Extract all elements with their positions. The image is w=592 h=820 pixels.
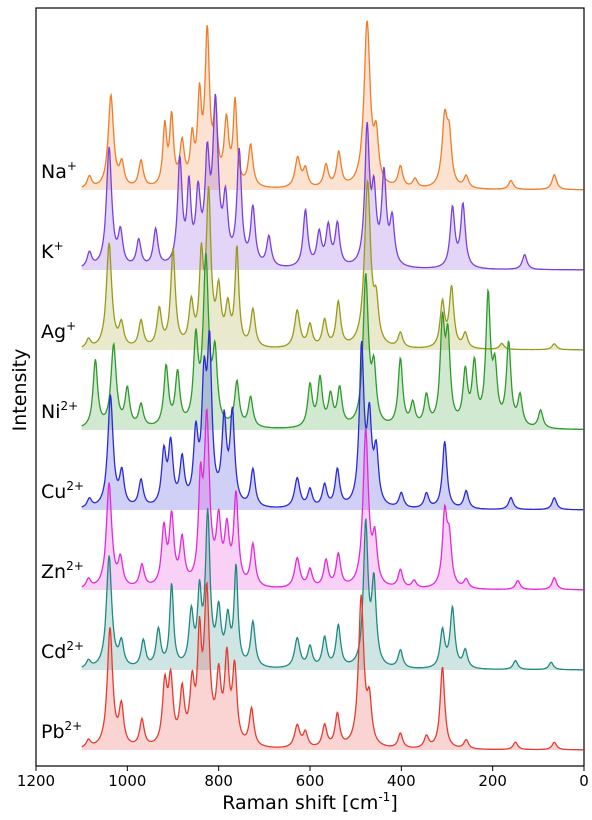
series-line-ni2plus: [81, 252, 584, 430]
x-axis-title-close: ]: [390, 792, 397, 814]
series-label-kplus: K+: [41, 239, 64, 263]
x-tick-label: 800: [204, 772, 233, 790]
x-tick-label: 0: [579, 772, 589, 790]
series-label-cu2plus: Cu2+: [41, 479, 84, 503]
x-tick-label: 600: [296, 772, 325, 790]
series-label-agplus: Ag+: [41, 319, 76, 343]
series-label-ni2plus: Ni2+: [41, 399, 78, 423]
x-axis-title-sup: -1: [378, 790, 390, 804]
x-tick-label: 1000: [108, 772, 146, 790]
series-line-naplus: [81, 20, 584, 191]
series-label-zn2plus: Zn2+: [41, 559, 84, 583]
series-line-cd2plus: [81, 508, 584, 671]
series-label-pb2plus: Pb2+: [41, 719, 82, 743]
series-fill-zn2plus: [81, 409, 584, 590]
x-tick-label: 1200: [17, 772, 55, 790]
series-fill-naplus: [81, 20, 584, 191]
series-lines: [81, 20, 584, 751]
series-line-cu2plus: [81, 329, 584, 511]
series-fill-ni2plus: [81, 252, 584, 430]
series-fill-cu2plus: [81, 330, 584, 510]
series-fill-pb2plus: [81, 583, 584, 750]
series-line-zn2plus: [81, 408, 584, 591]
x-tick-label: 200: [478, 772, 507, 790]
x-axis-title: Raman shift [cm-1]: [222, 790, 397, 814]
series-line-pb2plus: [81, 581, 584, 751]
series-line-agplus: [81, 178, 584, 351]
series-fill-cd2plus: [81, 508, 584, 670]
series-label-cd2plus: Cd2+: [41, 639, 84, 663]
x-tick-label: 400: [387, 772, 416, 790]
series-labels: Na+ K+ Ag+ Ni2+ Cu2+ Zn2+ Cd2+ Pb2+: [41, 159, 84, 743]
x-axis-ticks: 1200 1000 800 600 400 200 0: [17, 766, 589, 790]
series-label-naplus: Na+: [41, 159, 77, 183]
x-axis-title-text: Raman shift [cm: [222, 792, 378, 814]
series-line-kplus: [81, 93, 584, 271]
y-axis-title: Intensity: [9, 349, 31, 432]
